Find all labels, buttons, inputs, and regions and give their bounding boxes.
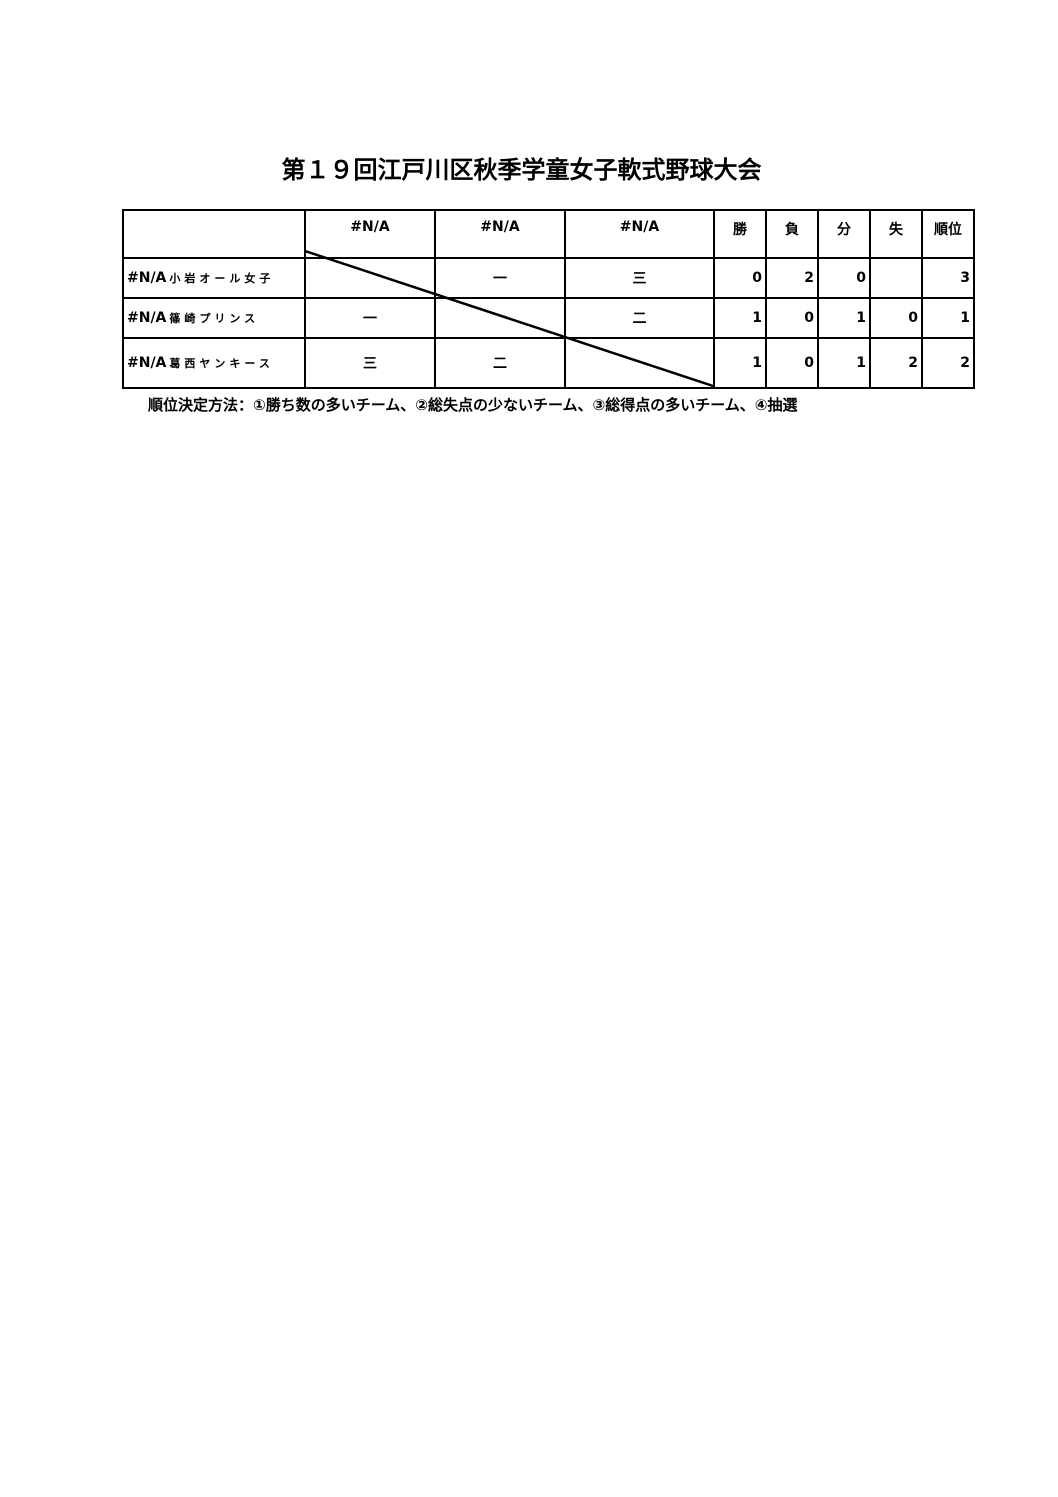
header-losses: 負 — [765, 209, 819, 259]
header-rank: 順位 — [921, 209, 975, 259]
team-name: 葛西ヤンキース — [169, 357, 274, 370]
header-blank — [122, 209, 306, 259]
header-opponent: #N/A — [304, 209, 436, 259]
draws-cell: 1 — [817, 337, 871, 389]
standings-table: #N/A #N/A #N/A 勝 負 分 失 順位 #N/A 小岩オール女子 一 … — [122, 209, 975, 389]
runs-allowed-cell: 0 — [869, 297, 923, 339]
team-name: 小岩オール女子 — [169, 272, 275, 285]
wins-cell: 1 — [713, 337, 767, 389]
header-runs-allowed: 失 — [869, 209, 923, 259]
team-cell: #N/A 小岩オール女子 — [122, 257, 306, 299]
losses-cell: 0 — [765, 337, 819, 389]
result-cell: 三 — [564, 257, 715, 299]
result-cell — [434, 297, 566, 339]
losses-cell: 2 — [765, 257, 819, 299]
team-code: #N/A — [127, 355, 167, 371]
result-cell — [304, 257, 436, 299]
header-opponent: #N/A — [434, 209, 566, 259]
runs-allowed-cell — [869, 257, 923, 299]
rank-cell: 1 — [921, 297, 975, 339]
result-cell: 二 — [434, 337, 566, 389]
result-cell: 三 — [304, 337, 436, 389]
losses-cell: 0 — [765, 297, 819, 339]
header-opponent: #N/A — [564, 209, 715, 259]
result-cell: 一 — [304, 297, 436, 339]
wins-cell: 0 — [713, 257, 767, 299]
team-name: 篠崎プリンス — [169, 312, 260, 325]
team-cell: #N/A 篠崎プリンス — [122, 297, 306, 339]
table-row: #N/A 葛西ヤンキース 三 二 1 0 1 2 2 — [122, 337, 975, 389]
draws-cell: 1 — [817, 297, 871, 339]
header-draws: 分 — [817, 209, 871, 259]
page-title: 第１９回江戸川区秋季学童女子軟式野球大会 — [281, 155, 762, 184]
team-code: #N/A — [127, 310, 167, 326]
header-wins: 勝 — [713, 209, 767, 259]
result-cell: 二 — [564, 297, 715, 339]
result-cell — [564, 337, 715, 389]
runs-allowed-cell: 2 — [869, 337, 923, 389]
ranking-method-note: 順位決定方法：①勝ち数の多いチーム、②総失点の少ないチーム、③総得点の多いチーム… — [148, 396, 798, 414]
header-row: #N/A #N/A #N/A 勝 負 分 失 順位 — [122, 209, 975, 259]
wins-cell: 1 — [713, 297, 767, 339]
rank-cell: 2 — [921, 337, 975, 389]
draws-cell: 0 — [817, 257, 871, 299]
table-row: #N/A 篠崎プリンス 一 二 1 0 1 0 1 — [122, 297, 975, 339]
team-cell: #N/A 葛西ヤンキース — [122, 337, 306, 389]
table-row: #N/A 小岩オール女子 一 三 0 2 0 3 — [122, 257, 975, 299]
team-code: #N/A — [127, 270, 167, 286]
result-cell: 一 — [434, 257, 566, 299]
rank-cell: 3 — [921, 257, 975, 299]
